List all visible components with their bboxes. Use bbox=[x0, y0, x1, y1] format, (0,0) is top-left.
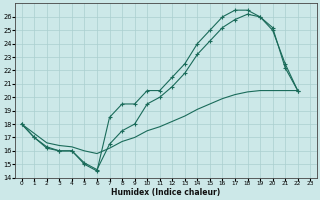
X-axis label: Humidex (Indice chaleur): Humidex (Indice chaleur) bbox=[111, 188, 220, 197]
